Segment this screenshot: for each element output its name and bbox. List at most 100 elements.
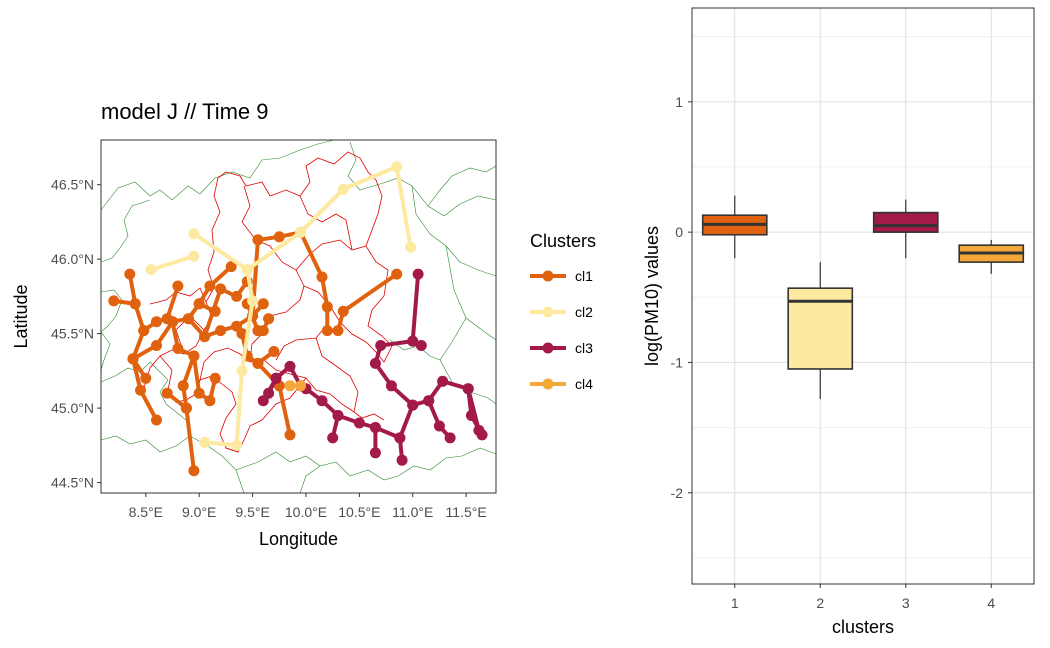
green-border-line (235, 447, 497, 481)
legend-items: cl1 cl2 cl3 cl4 (530, 268, 593, 392)
green-border-line (100, 289, 123, 333)
cl3-station-point (415, 340, 427, 351)
cl1-station-point (199, 331, 211, 343)
map-x-tick-label: 9.5°E (235, 504, 269, 520)
map-x-tick-label: 11.5°E (446, 504, 487, 520)
map-x-axis-title: Longitude (259, 529, 338, 549)
green-border-line (100, 199, 151, 263)
boxplot-y-axis: -2 -1 0 1 (671, 94, 692, 501)
boxplot-panel: 1 2 3 4 -2 -1 0 1 clusters log(PM10) values (642, 7, 1035, 637)
cl1-station-point (151, 414, 162, 426)
boxplot-plot-background (692, 8, 1034, 584)
cl1-station-point (257, 325, 269, 337)
legend-label: cl4 (575, 376, 593, 392)
cl1-station-point (140, 372, 152, 384)
cl1-station-point (188, 465, 200, 477)
cl2-station-point (337, 183, 349, 195)
cl3-station-point (462, 383, 474, 395)
cl3-station-point (394, 432, 406, 444)
map-plot-border (100, 139, 497, 494)
red-border-line (275, 285, 331, 361)
cl2-station-point (241, 264, 253, 276)
cl1-station-point (188, 350, 200, 362)
cl3-station-point (476, 429, 488, 441)
cl3-station-point (353, 417, 365, 429)
cl1-station-point (172, 343, 184, 354)
boxplot-x-tick-label: 3 (902, 595, 910, 611)
boxplot-x-tick-label: 1 (731, 595, 739, 611)
cl1-station-point (183, 313, 194, 325)
cl3-station-point (385, 380, 397, 392)
cl2-station-point (199, 436, 211, 448)
cl1-station-point (225, 261, 237, 273)
boxplot-x-axis-title: clusters (832, 617, 894, 637)
cl1-station-point (161, 387, 173, 399)
cl1-station-point (193, 298, 205, 310)
green-border-line (427, 165, 497, 207)
boxplot-y-axis-title: log(PM10) values (642, 226, 662, 366)
cl3-station-point (407, 399, 419, 411)
green-border-line (100, 361, 191, 437)
legend-item-cl3: cl3 (530, 340, 593, 356)
cl3-station-point (369, 447, 381, 459)
map-y-tick-label: 45.0°N (51, 400, 94, 416)
cl1-path (191, 354, 218, 403)
map-y-tick-label: 44.5°N (51, 475, 94, 491)
map-y-axis: 44.5°N 45.0°N 45.5°N 46.0°N 46.5°N (51, 177, 101, 491)
map-y-tick-label: 46.5°N (51, 177, 94, 193)
red-border-line (217, 151, 393, 347)
cl1-station-point (273, 231, 285, 243)
map-y-axis-title: Latitude (11, 284, 31, 348)
cl1-station-point (268, 346, 280, 357)
legend-key-point (542, 342, 554, 354)
cl1-station-point (284, 429, 296, 441)
cl3-station-point (396, 454, 408, 466)
cl1-station-point (337, 305, 349, 317)
cl2-path (149, 254, 196, 272)
cl3-station-point (369, 357, 381, 369)
cl1-station-point (151, 340, 162, 351)
red-border-line (149, 287, 207, 305)
cl3-station-point (444, 432, 456, 444)
cl3-station-point (433, 420, 445, 432)
cl4-station-point (295, 380, 307, 392)
red-border-line (175, 315, 205, 355)
map-plot-background (101, 140, 496, 493)
cl1-station-point (209, 372, 221, 384)
boxplot-y-tick-label: 0 (675, 224, 683, 240)
cl3-station-point (332, 410, 344, 421)
cl1-station-point (135, 384, 146, 396)
cl1-station-point (151, 316, 162, 328)
cl1-station-point (231, 290, 243, 302)
cl1-path (250, 230, 399, 333)
cl3-station-point (263, 387, 275, 399)
cl3-station-point (369, 422, 381, 433)
series-cl3 (257, 268, 488, 466)
legend-key-point (542, 306, 554, 318)
cl3-station-point (284, 360, 296, 372)
legend-key-point (542, 270, 554, 282)
box-cluster-1 (701, 195, 768, 259)
boxplot-y-tick-label: -1 (671, 354, 684, 370)
cl1-station-point (180, 402, 192, 414)
map-x-axis: 8.5°E 9.0°E 9.5°E 10.0°E 10.5°E 11.0°E 11.5°E (129, 493, 487, 520)
map-series (108, 161, 488, 477)
cl2-station-point (236, 365, 248, 377)
cl1-station-point (177, 380, 189, 392)
cl2-station-point (247, 295, 259, 307)
cl1-station-point (167, 316, 178, 328)
cl1-station-point (391, 268, 403, 280)
cl1-station-point (193, 387, 205, 399)
legend-key-point (542, 378, 554, 390)
cl1-station-point (215, 325, 227, 337)
green-border-line (299, 465, 321, 494)
cl1-station-point (204, 280, 216, 292)
cl1-path (170, 301, 218, 324)
cl3-station-point (327, 432, 339, 444)
boxplot-x-axis: 1 2 3 4 (731, 584, 995, 611)
red-border-line (315, 337, 359, 413)
cl3-station-point (407, 335, 419, 347)
legend: Clusters cl1 cl2 cl3 cl4 (530, 231, 596, 392)
cl3-station-point (465, 410, 477, 421)
